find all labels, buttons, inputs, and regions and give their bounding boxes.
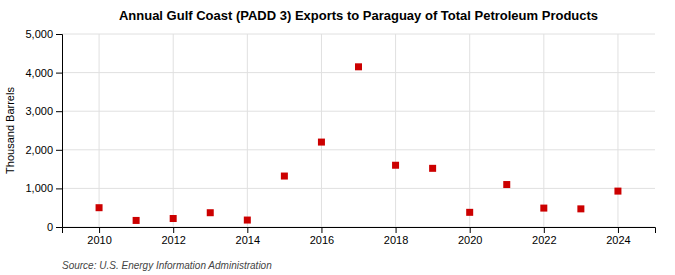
tick-label: 2012: [161, 234, 185, 246]
y-axis-label: Thousand Barrels: [4, 87, 16, 174]
tick: 1,000: [25, 182, 62, 194]
grid-line: [247, 34, 248, 227]
point: [503, 181, 510, 188]
tick-mark: [396, 227, 397, 233]
point: [281, 173, 288, 180]
tick: 3,000: [25, 105, 62, 117]
tick: 2010: [87, 227, 111, 246]
tick: 2016: [310, 227, 334, 246]
points: [96, 63, 622, 224]
grid-line: [617, 34, 618, 227]
point: [429, 165, 436, 172]
point: [540, 205, 547, 212]
tick: 2024: [606, 227, 630, 246]
tick-mark: [470, 227, 471, 233]
grid-line: [321, 34, 322, 227]
grid-line: [62, 188, 655, 189]
grid-line: [173, 34, 174, 227]
tick: 5,000: [25, 28, 62, 40]
tick: 2014: [236, 227, 260, 246]
tick-mark: [618, 227, 619, 233]
tick-mark: [544, 227, 545, 233]
tick-label: 2016: [310, 234, 334, 246]
grid-line: [62, 72, 655, 73]
grid-line: [62, 34, 655, 35]
point: [392, 162, 399, 169]
grid-line: [99, 34, 100, 227]
axis-line: [56, 35, 63, 228]
tick-mark: [56, 34, 62, 35]
grid-line: [62, 111, 655, 112]
y-axis: 0 1,000 2,000 3,000 4,000 5,000: [25, 28, 62, 233]
tick-label: 1,000: [25, 182, 53, 194]
tick-mark: [99, 227, 100, 233]
tick-label: 2022: [532, 234, 556, 246]
tick-mark: [247, 227, 248, 233]
tick-label: 2018: [384, 234, 408, 246]
tick: 2012: [161, 227, 185, 246]
tick: 2,000: [25, 144, 62, 156]
tick-mark: [56, 73, 62, 74]
grid-line: [543, 34, 544, 227]
tick-mark: [56, 188, 62, 189]
tick-mark: [56, 150, 62, 151]
tick-label: 3,000: [25, 105, 53, 117]
tick-label: 5,000: [25, 28, 53, 40]
grid-line: [395, 34, 396, 227]
tick-label: 2014: [236, 234, 260, 246]
point: [96, 204, 103, 211]
axis-line: [63, 228, 656, 234]
point: [318, 139, 325, 146]
point: [207, 209, 214, 216]
grid-line: [62, 149, 655, 150]
tick: 4,000: [25, 67, 62, 79]
tick: 0: [47, 221, 62, 233]
tick-mark: [321, 227, 322, 233]
tick-label: 2,000: [25, 144, 53, 156]
tick-label: 4,000: [25, 67, 53, 79]
tick-mark: [56, 227, 62, 228]
point: [355, 63, 362, 70]
grid-line: [469, 34, 470, 227]
tick-label: 2020: [458, 234, 482, 246]
tick-label: 2010: [87, 234, 111, 246]
title: Annual Gulf Coast (PADD 3) Exports to Pa…: [119, 8, 598, 23]
tick: 2022: [532, 227, 556, 246]
x-axis: 2010 2012 2014 2016 2018 2020 2022 2024: [63, 227, 656, 246]
point: [466, 209, 473, 216]
grid: [62, 34, 655, 227]
tick: 2018: [384, 227, 408, 246]
point: [170, 215, 177, 222]
tick-label: 2024: [606, 234, 630, 246]
point: [244, 217, 251, 224]
tick-label: 0: [47, 221, 53, 233]
point: [614, 188, 621, 195]
point: [577, 205, 584, 212]
tick-mark: [56, 111, 62, 112]
tick-mark: [173, 227, 174, 233]
chart: 2010 2012 2014 2016 2018 2020 2022 2024 0 1,000 2,…: [0, 0, 675, 275]
point: [133, 217, 140, 224]
source: Source: U.S. Energy Information Administ…: [62, 260, 272, 271]
tick: 2020: [458, 227, 482, 246]
